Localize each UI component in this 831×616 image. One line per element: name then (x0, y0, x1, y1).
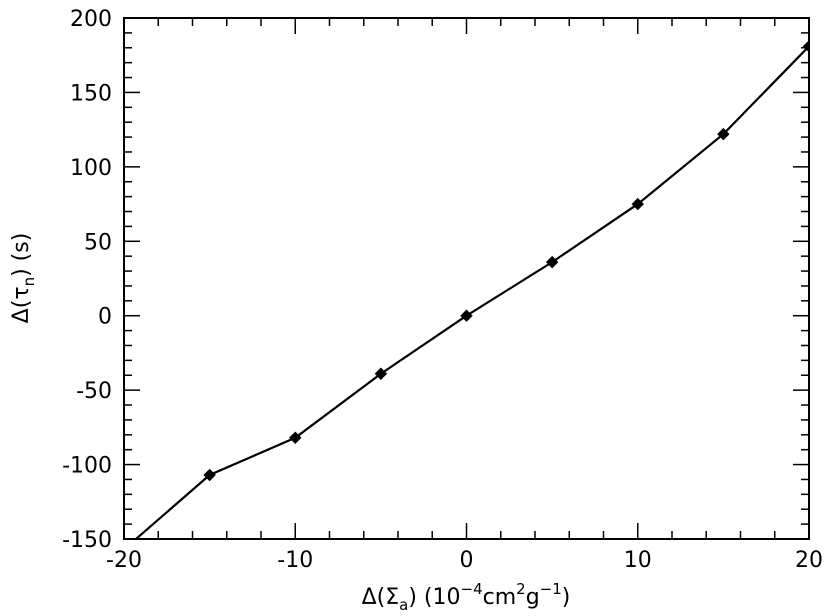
data-point-marker (289, 431, 302, 444)
y-tick-label: 0 (98, 305, 112, 330)
data-point-marker (802, 40, 809, 53)
x-tick-label: 0 (460, 548, 474, 573)
data-point-marker (460, 309, 473, 322)
data-point-marker (374, 367, 388, 380)
y-tick-label: -100 (62, 454, 112, 479)
plot-frame (123, 17, 810, 540)
data-point-marker (203, 468, 216, 482)
data-point-marker (545, 255, 559, 269)
y-tick-label: -150 (62, 528, 112, 553)
series-layer (134, 40, 809, 539)
y-tick-label: 50 (84, 230, 112, 255)
x-tick-label: -20 (106, 548, 142, 573)
x-tick-label: -10 (277, 548, 313, 573)
x-axis-label: Δ(Σa) (10−4cm2g−1) (362, 580, 571, 614)
x-tick-label: 10 (624, 548, 652, 573)
y-axis-label: Δ(τn) (s) (9, 233, 38, 324)
y-tick-label: -50 (76, 379, 112, 404)
y-tick-label: 150 (70, 81, 112, 106)
axis-ticks (123, 17, 810, 540)
data-point-marker (717, 127, 730, 141)
y-tick-label: 200 (70, 7, 112, 32)
data-point-marker (631, 197, 644, 211)
y-tick-label: 100 (70, 156, 112, 181)
series-line (134, 45, 809, 539)
x-tick-label: 20 (795, 548, 823, 573)
